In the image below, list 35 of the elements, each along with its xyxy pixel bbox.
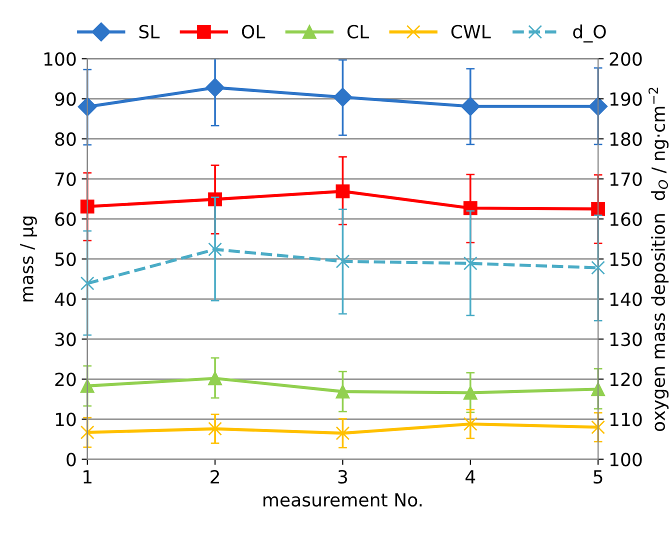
y2-tick-label: 110: [610, 412, 642, 426]
x-tick-label: 3: [338, 470, 348, 484]
legend-label: SL: [139, 24, 160, 38]
y-tick-label: 90: [55, 92, 76, 106]
y2-tick-label: 190: [610, 92, 642, 106]
y-tick-label: 0: [66, 452, 76, 466]
x-tick-label: 4: [466, 470, 476, 484]
y2-tick-label: 140: [610, 292, 642, 306]
y2-tick-label: 170: [610, 172, 642, 186]
x-tick-label: 2: [210, 470, 219, 484]
y2-tick-label: 200: [610, 52, 642, 66]
y-tick-label: 50: [55, 252, 76, 266]
y-tick-label: 10: [56, 412, 76, 426]
y-tick-label: 100: [44, 52, 76, 66]
y2-tick-label: 180: [610, 132, 642, 146]
x-axis-title: measurement No.: [264, 493, 422, 507]
y2-tick-label: 130: [610, 332, 642, 346]
legend-label: d_O: [573, 24, 606, 42]
y2-tick-label: 120: [610, 372, 642, 386]
y2-axis-title: oxygen mass deposition d$_{O}$ / ng·cm$^{−2}$: [648, 88, 669, 432]
y2-tick-label: 100: [610, 452, 642, 466]
y-axis-title: mass / µg: [20, 216, 37, 302]
y-tick-label: 40: [54, 292, 76, 306]
y2-tick-label: 160: [610, 212, 642, 226]
legend-label: CWL: [451, 24, 491, 38]
legend-label: OL: [242, 24, 266, 38]
y-tick-label: 60: [55, 212, 76, 226]
y-tick-label: 80: [55, 132, 76, 146]
y-tick-label: 20: [55, 372, 76, 386]
y-tick-label: 70: [55, 172, 76, 186]
x-tick-label: 5: [594, 470, 602, 484]
x-tick-label: 1: [84, 470, 92, 484]
y-tick-label: 30: [55, 332, 76, 346]
legend-label: CL: [347, 24, 370, 38]
y2-tick-label: 150: [610, 252, 642, 266]
